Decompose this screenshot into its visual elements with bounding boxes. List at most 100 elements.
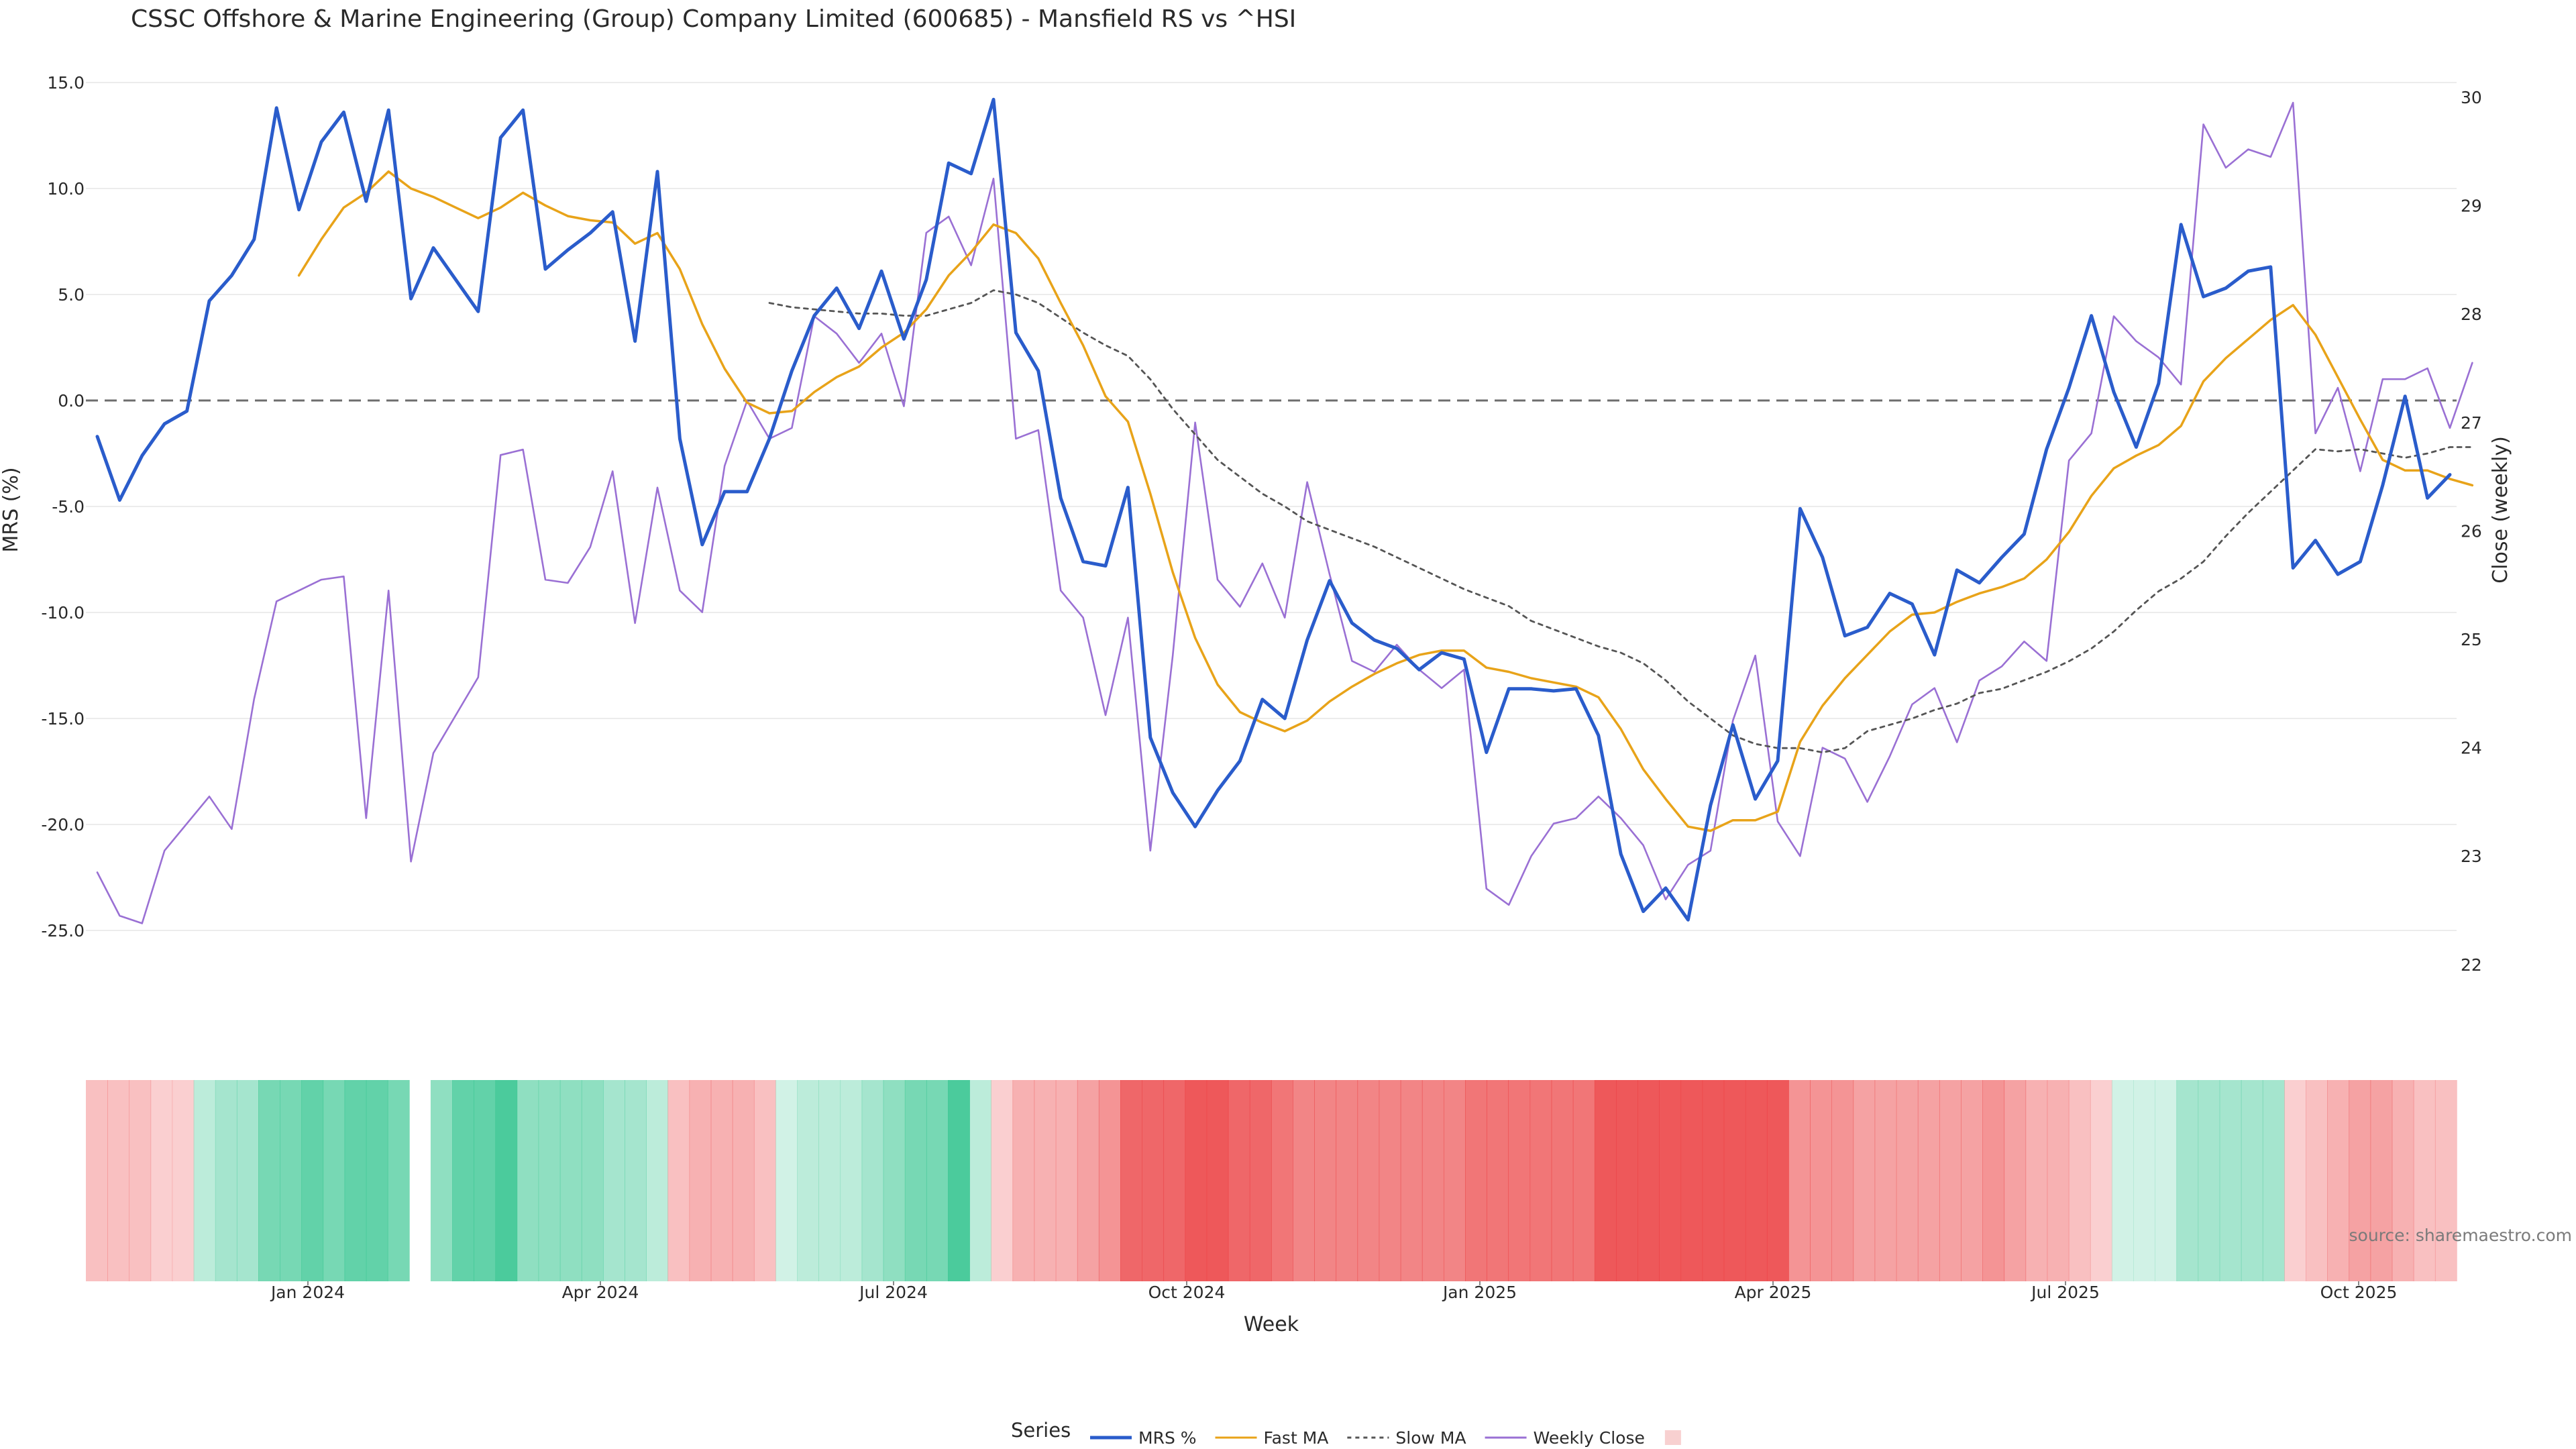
strip-cell: [1831, 1080, 1854, 1281]
strip-cell: [1788, 1080, 1811, 1281]
strip-cell: [1293, 1080, 1315, 1281]
strip-cell: [2198, 1080, 2220, 1281]
y-right-tick-label: 30: [2461, 88, 2482, 107]
strip-cell: [991, 1080, 1014, 1281]
strip-cell: [1077, 1080, 1099, 1281]
strip-cell: [1853, 1080, 1876, 1281]
grid-lines: [86, 82, 2457, 931]
strip-cell: [1465, 1080, 1487, 1281]
strip-cell: [732, 1080, 755, 1281]
strip-cell: [2413, 1080, 2436, 1281]
y-axis-left-label: MRS (%): [0, 467, 23, 552]
strip-cell: [1702, 1080, 1725, 1281]
series-line-2: [768, 289, 2473, 753]
strip-cell: [2327, 1080, 2350, 1281]
strip-cell: [474, 1080, 496, 1281]
strip-cell: [538, 1080, 561, 1281]
legend-swatch-blank: [1664, 1430, 1681, 1445]
strip-cell: [452, 1080, 474, 1281]
y-left-tick-label: -5.0: [52, 497, 85, 517]
strip-cell: [2155, 1080, 2178, 1281]
strip-cell: [818, 1080, 841, 1281]
strip-cell: [1487, 1080, 1509, 1281]
strip-cell: [969, 1080, 991, 1281]
x-tick-label: Oct 2024: [1148, 1283, 1226, 1302]
strip-cell: [1638, 1080, 1660, 1281]
y-axis-right-ticks: 30 29 28 27 26 25 24 23 22: [2461, 88, 2482, 975]
strip-cell: [387, 1080, 410, 1281]
strip-cell: [1917, 1080, 1940, 1281]
x-tick-label: Jul 2024: [858, 1283, 928, 1302]
strip-cell: [1810, 1080, 1832, 1281]
strip-cell: [193, 1080, 216, 1281]
y-right-tick-label: 27: [2461, 413, 2482, 433]
strip-cell: [280, 1080, 303, 1281]
strip-cell: [753, 1080, 776, 1281]
strip-cell: [2241, 1080, 2263, 1281]
strip-cell: [710, 1080, 733, 1281]
strip-cell: [2025, 1080, 2048, 1281]
strip-cell: [366, 1080, 388, 1281]
x-axis-label: Week: [1244, 1313, 1299, 1336]
strip-cell: [1142, 1080, 1165, 1281]
strip-cell: [1961, 1080, 1983, 1281]
series-lines: [95, 97, 2474, 924]
y-left-tick-label: -15.0: [41, 709, 85, 729]
strip-cell: [2176, 1080, 2199, 1281]
strip-cell: [2434, 1080, 2457, 1281]
y-right-tick-label: 28: [2461, 305, 2482, 324]
y-right-tick-label: 23: [2461, 847, 2482, 866]
y-left-tick-label: -10.0: [41, 603, 85, 623]
strip-cell: [150, 1080, 173, 1281]
x-tick-label: Oct 2025: [2320, 1283, 2398, 1302]
strip-cell: [215, 1080, 237, 1281]
strip-cell: [883, 1080, 906, 1281]
strip-cell: [948, 1080, 970, 1281]
series-line-0: [95, 97, 2452, 922]
legend-label: Fast MA: [1264, 1428, 1329, 1448]
strip-cell: [1012, 1080, 1035, 1281]
chart-title: CSSC Offshore & Marine Engineering (Grou…: [131, 5, 1296, 33]
strip-cell: [2262, 1080, 2285, 1281]
y-left-tick-label: 15.0: [47, 73, 85, 93]
x-tick-label: Jul 2025: [2030, 1283, 2100, 1302]
strip-cell: [603, 1080, 625, 1281]
strip-cell: [1055, 1080, 1078, 1281]
strip-cell: [1982, 1080, 2005, 1281]
strip-cell: [1098, 1080, 1121, 1281]
strip-cell: [926, 1080, 949, 1281]
strip-cell: [1249, 1080, 1272, 1281]
strip-cell: [1896, 1080, 1919, 1281]
strip-cell: [1185, 1080, 1208, 1281]
strip-cell: [430, 1080, 453, 1281]
y-left-tick-label: -25.0: [41, 921, 85, 941]
strip-cell: [107, 1080, 129, 1281]
strip-cell: [559, 1080, 582, 1281]
strip-cell: [2090, 1080, 2112, 1281]
y-left-tick-label: 0.0: [58, 391, 85, 411]
strip-cell: [797, 1080, 819, 1281]
strip-cell: [1508, 1080, 1531, 1281]
strip-cell: [1616, 1080, 1638, 1281]
strip-cell: [2111, 1080, 2134, 1281]
strip-cell: [904, 1080, 927, 1281]
strip-cell: [517, 1080, 539, 1281]
strip-cell: [495, 1080, 518, 1281]
strip-cell: [1723, 1080, 1746, 1281]
strip-cell: [2219, 1080, 2242, 1281]
strip-cell: [1271, 1080, 1293, 1281]
source-credit: source: sharemaestro.com: [2349, 1226, 2573, 1245]
strip-cell: [1314, 1080, 1337, 1281]
y-left-tick-label: 5.0: [58, 285, 85, 305]
strip-cell: [1336, 1080, 1358, 1281]
legend-label: Weekly Close: [1534, 1428, 1645, 1448]
strip-cell: [1874, 1080, 1897, 1281]
strip-cell: [86, 1080, 108, 1281]
strip-cell: [2370, 1080, 2393, 1281]
strip-cell: [625, 1080, 647, 1281]
series-line-1: [297, 170, 2474, 833]
strip-cell: [1034, 1080, 1057, 1281]
y-right-tick-label: 24: [2461, 739, 2482, 758]
strip-cell: [840, 1080, 863, 1281]
x-tick-label: Jan 2024: [270, 1283, 345, 1302]
